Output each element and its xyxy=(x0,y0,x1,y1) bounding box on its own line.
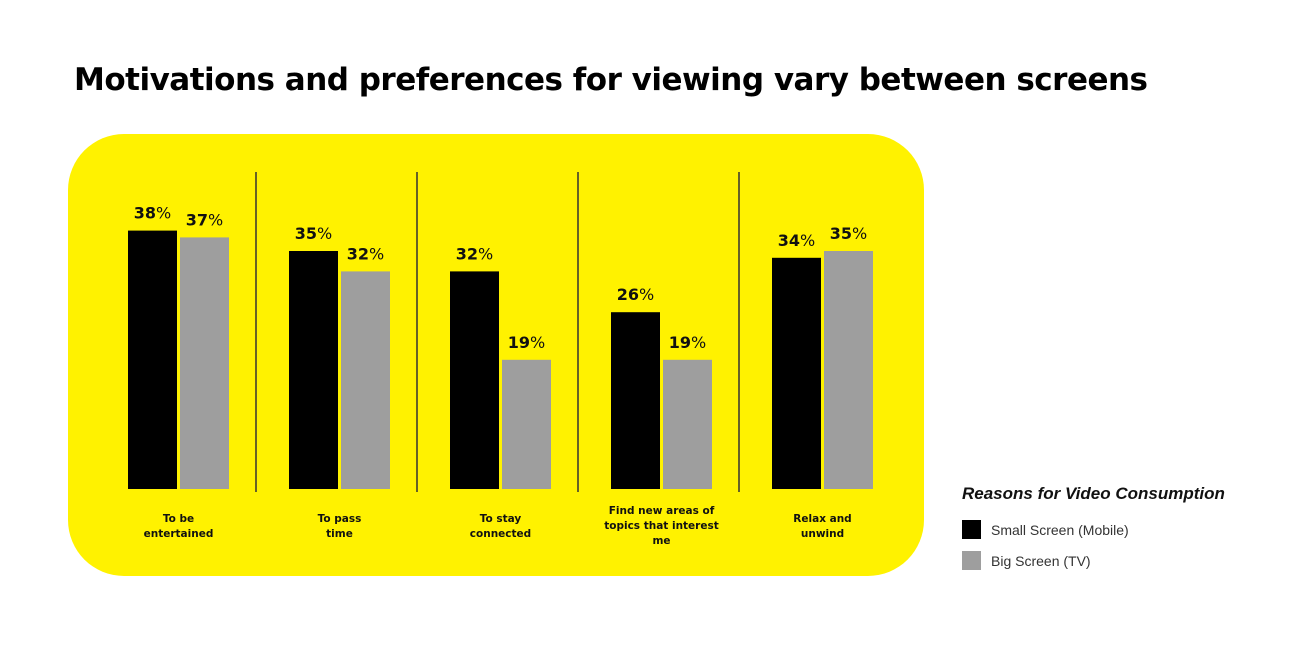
data-label: 34% xyxy=(778,231,815,250)
category-label: Relax and unwind xyxy=(793,513,851,540)
legend-item-small-screen: Small Screen (Mobile) xyxy=(962,520,1225,539)
bar-small-screen xyxy=(289,251,338,489)
category-label: To be entertained xyxy=(144,513,214,540)
bar-chart: 38% 37% To be entertained 35% 32% To pass time 3… xyxy=(68,134,924,576)
legend: Reasons for Video Consumption Small Scre… xyxy=(962,484,1225,570)
bar-small-screen xyxy=(611,312,660,489)
category-label: To pass time xyxy=(318,513,362,540)
category-label: To stay connected xyxy=(470,513,531,540)
bar-small-screen xyxy=(450,271,499,489)
bar-big-screen xyxy=(180,237,229,489)
data-label: 26% xyxy=(617,285,654,304)
data-label: 35% xyxy=(830,224,867,243)
bar-big-screen xyxy=(663,359,712,489)
bar-big-screen xyxy=(824,251,873,489)
category-label: Find new areas of topics that interest me xyxy=(604,505,719,547)
legend-item-big-screen: Big Screen (TV) xyxy=(962,551,1225,570)
data-label: 38% xyxy=(134,204,171,223)
data-label: 32% xyxy=(347,244,384,263)
data-label: 32% xyxy=(456,244,493,263)
bar-big-screen xyxy=(502,359,551,489)
legend-title: Reasons for Video Consumption xyxy=(962,484,1225,503)
bar-small-screen xyxy=(772,257,821,489)
page-title: Motivations and preferences for viewing … xyxy=(74,62,1148,98)
chart-panel: 38% 37% To be entertained 35% 32% To pass time 3… xyxy=(68,134,924,576)
data-label: 19% xyxy=(508,333,545,352)
data-label: 37% xyxy=(186,210,223,229)
legend-swatch-small-screen xyxy=(962,520,981,539)
data-label: 35% xyxy=(295,224,332,243)
legend-label-big-screen: Big Screen (TV) xyxy=(991,552,1091,569)
bar-small-screen xyxy=(128,230,177,489)
data-label: 19% xyxy=(669,333,706,352)
bar-big-screen xyxy=(341,271,390,489)
legend-label-small-screen: Small Screen (Mobile) xyxy=(991,521,1129,538)
legend-swatch-big-screen xyxy=(962,551,981,570)
